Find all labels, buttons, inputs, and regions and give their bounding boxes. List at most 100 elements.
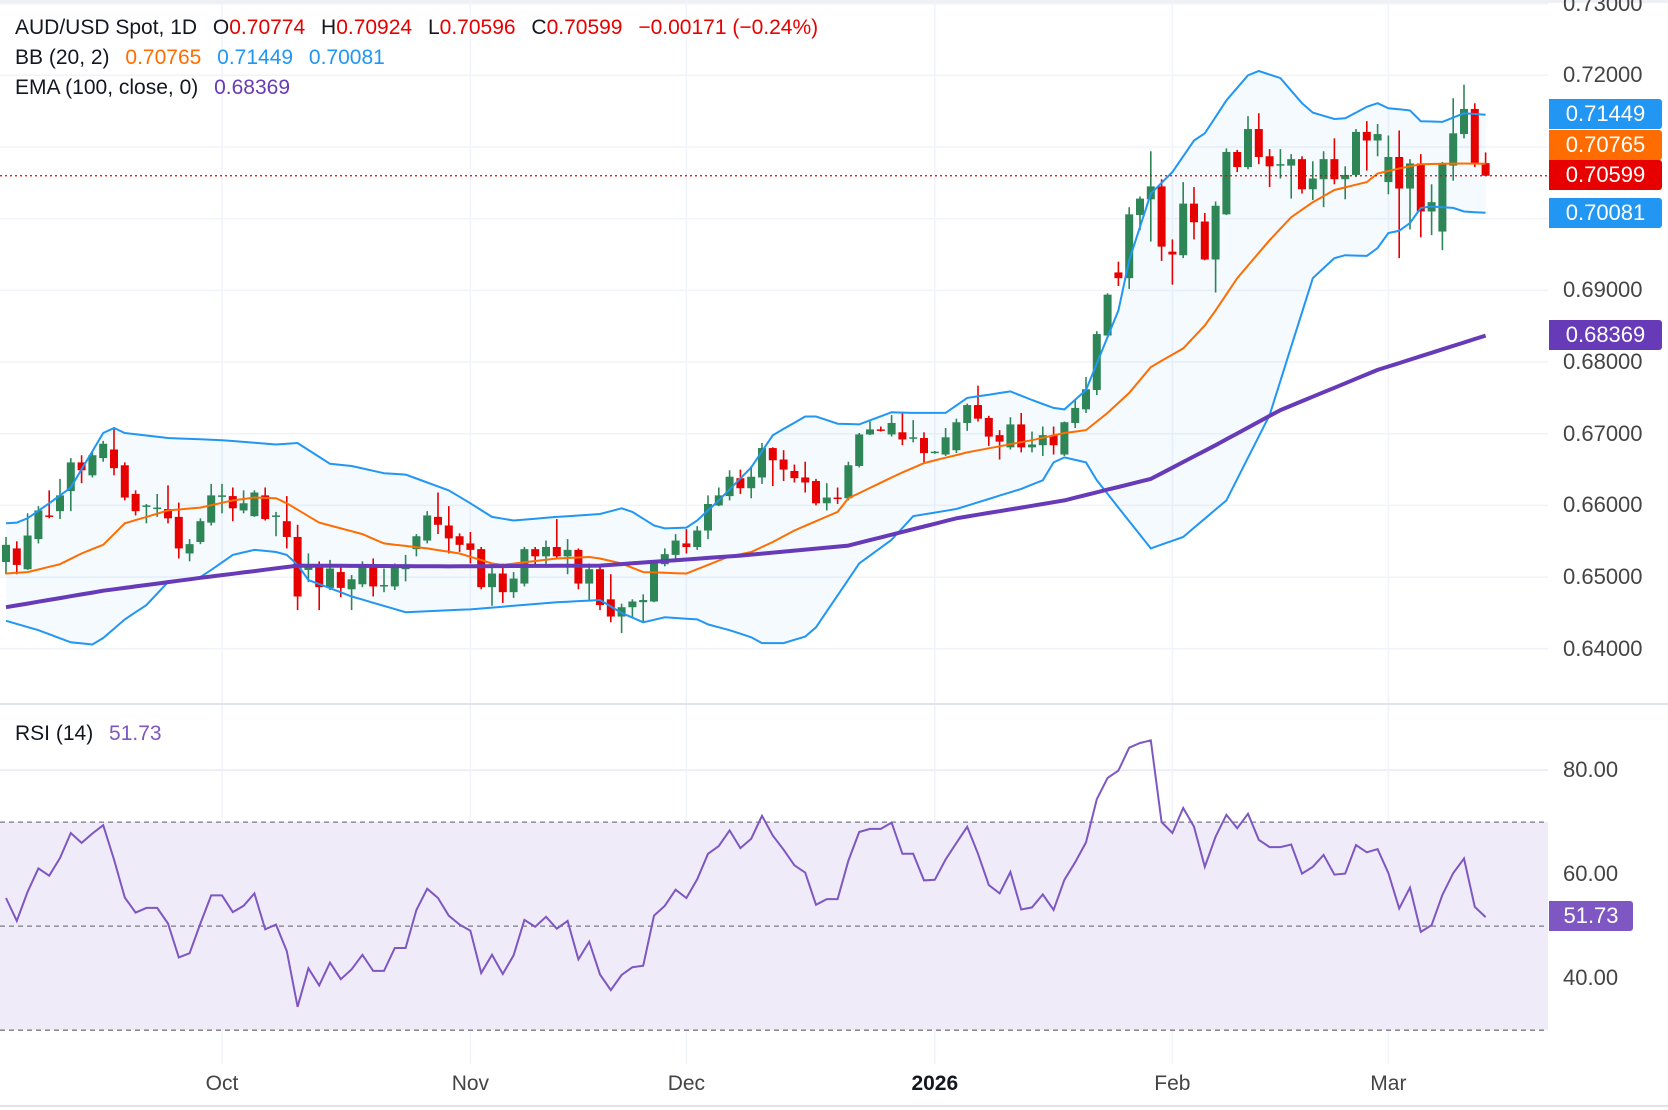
open-label: O (212, 16, 230, 39)
candle (1017, 412, 1026, 453)
open-value: 0.70774 (229, 16, 306, 39)
low-value: 0.70596 (439, 16, 516, 39)
candle (1481, 152, 1490, 176)
candle-body (1298, 159, 1306, 190)
time-tick-label: Mar (1370, 1072, 1407, 1095)
candle-body (833, 497, 842, 500)
candle-body (1287, 159, 1296, 166)
bb-legend[interactable]: BB (20, 2) 0.70765 0.71449 0.70081 (15, 43, 395, 73)
candle (1438, 162, 1447, 251)
time-tick-label: Nov (451, 1072, 490, 1095)
candle-body (920, 438, 928, 454)
candle-body (1211, 205, 1220, 260)
candle (1038, 426, 1047, 456)
candle-body (131, 493, 140, 512)
candle-body (434, 516, 442, 525)
candle-body (380, 584, 388, 587)
candle-body (1470, 108, 1479, 164)
candle-body (596, 569, 604, 606)
candle-body (1060, 422, 1069, 455)
candle (1470, 103, 1479, 168)
candle (228, 487, 237, 522)
price-legend: AUD/USD Spot, 1D O0.70774 H0.70924 L0.70… (15, 13, 828, 43)
price-tick-label: 0.69000 (1563, 277, 1643, 303)
candle (1341, 166, 1350, 200)
candle-body (228, 496, 237, 509)
candle (790, 464, 799, 483)
candle-body (747, 476, 756, 489)
ema-legend[interactable]: EMA (100, close, 0) 0.68369 (15, 73, 300, 103)
candle (110, 427, 118, 476)
candle (909, 420, 918, 443)
candle-body (1341, 174, 1350, 180)
candle-body (56, 495, 64, 512)
candle (768, 447, 777, 487)
close-label: C (531, 16, 547, 39)
candle-body (1082, 389, 1090, 410)
candle (444, 506, 453, 554)
candle (876, 426, 885, 432)
candle (984, 415, 993, 446)
candle-body (725, 476, 734, 497)
rsi-legend[interactable]: RSI (14) 51.73 (15, 719, 172, 749)
candle-body (196, 521, 205, 542)
bb-mid-value: 0.70765 (125, 46, 202, 69)
price-tick-label: 0.72000 (1563, 62, 1643, 88)
candle (434, 492, 442, 535)
candle-body (876, 429, 885, 431)
candle (12, 541, 21, 575)
candle-body (1384, 157, 1393, 183)
candle (1082, 377, 1090, 413)
candle-body (142, 505, 151, 507)
candle (1330, 138, 1339, 185)
rsi-tick-label: 40.00 (1563, 965, 1619, 991)
high-value: 0.70924 (336, 16, 413, 39)
candle (693, 526, 702, 550)
candle (628, 599, 637, 618)
rsi-badge: 51.73 (1549, 901, 1633, 931)
candle-body (369, 564, 378, 587)
candle (898, 412, 907, 446)
candle (304, 553, 313, 583)
candle-body (218, 495, 226, 497)
candle (725, 470, 734, 501)
candle-body (736, 478, 745, 489)
candle-body (1168, 251, 1177, 255)
candle (174, 502, 183, 559)
candle (1028, 431, 1036, 453)
candle-body (120, 465, 129, 498)
candle-body (1244, 129, 1252, 168)
candle-body (693, 530, 702, 547)
candle-body (153, 507, 162, 510)
candle-body (261, 495, 270, 520)
candle (1384, 135, 1393, 195)
candle (1319, 151, 1328, 208)
candle (218, 483, 226, 514)
candle-body (509, 578, 518, 593)
candle-body (45, 515, 54, 517)
candle (23, 513, 32, 570)
candle-body (995, 435, 1004, 442)
candle-body (768, 448, 777, 461)
candle-body (682, 543, 691, 547)
candle-body (563, 549, 572, 557)
low-label: L (427, 16, 440, 39)
ema-label: EMA (100, close, 0) (15, 76, 199, 99)
candle (66, 458, 75, 512)
candle (952, 418, 961, 454)
ema-value: 0.68369 (214, 76, 291, 99)
bb-upper-line (5, 69, 1486, 530)
rsi-tick-label: 80.00 (1563, 757, 1619, 783)
candle-body (1352, 131, 1360, 175)
candle (1308, 161, 1317, 201)
candle-body (34, 510, 43, 540)
candle-body (1254, 129, 1263, 158)
symbol-title[interactable]: AUD/USD Spot, 1D (15, 16, 198, 39)
candle-body (164, 509, 172, 519)
candle-body (77, 462, 86, 471)
candle (250, 490, 259, 517)
candle (1362, 121, 1371, 171)
candle-body (1308, 178, 1317, 190)
time-tick-label: Dec (667, 1072, 706, 1095)
